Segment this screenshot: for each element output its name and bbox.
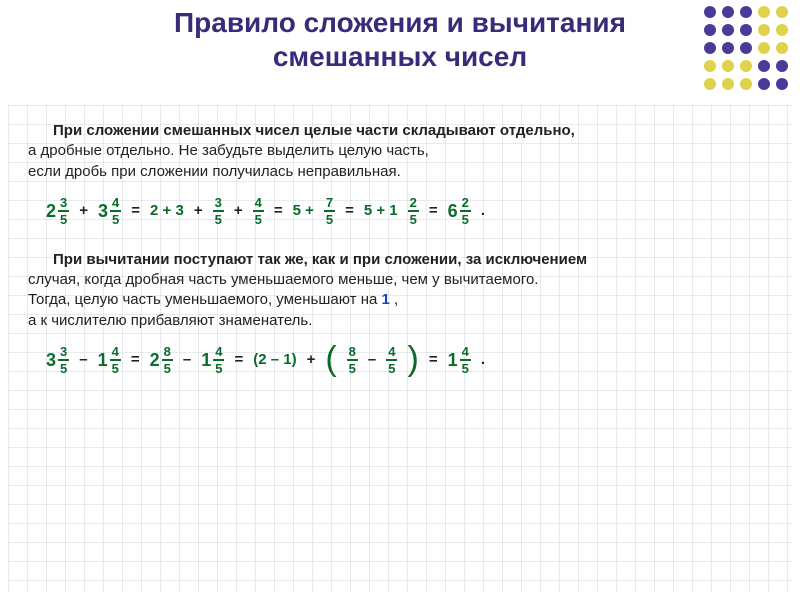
mixed-6-2-5: 6 25 [448, 196, 471, 226]
deco-dot [776, 78, 788, 90]
deco-dot [776, 24, 788, 36]
plus: + [234, 201, 243, 221]
equals: = [429, 350, 438, 370]
whole: 1 [201, 351, 211, 369]
deco-dot [758, 78, 770, 90]
frac-8-5: 85 [347, 345, 358, 375]
frac: 45 [110, 345, 121, 375]
frac-3-5: 35 [213, 196, 224, 226]
para2-line3b: , [390, 291, 398, 308]
deco-dot [740, 78, 752, 90]
frac-2-5: 25 [408, 196, 419, 226]
minus: – [183, 350, 191, 370]
mixed-1-4-5b: 1 45 [201, 345, 224, 375]
deco-dot [704, 24, 716, 36]
blue-one: 1 [382, 291, 390, 308]
plus: + [79, 201, 88, 221]
minus: – [79, 350, 87, 370]
equation-addition: 2 35 + 3 45 = 2 + 3 + 35 + 45 = 5 + 75 =… [46, 196, 772, 226]
para2-line4: а к числителю прибавляют знаменатель. [28, 312, 312, 329]
para2-line2: случая, когда дробная часть уменьшаемого… [28, 271, 538, 288]
mixed-2-3-5: 2 35 [46, 196, 69, 226]
step-2minus1: (2 – 1) [253, 350, 296, 370]
whole: 1 [98, 351, 108, 369]
whole: 2 [150, 351, 160, 369]
deco-dot [758, 24, 770, 36]
period: . [481, 350, 485, 370]
mixed-1-4-5-res: 1 45 [448, 345, 471, 375]
frac: 35 [58, 196, 69, 226]
whole: 6 [448, 202, 458, 220]
step-5plus1: 5 + 1 [364, 201, 398, 221]
title-line-2: смешанных чисел [273, 41, 527, 72]
deco-dot [740, 24, 752, 36]
deco-dot [704, 60, 716, 72]
frac-7-5: 75 [324, 196, 335, 226]
period: . [481, 201, 485, 221]
deco-dot [758, 60, 770, 72]
deco-dot [758, 42, 770, 54]
deco-dot [704, 6, 716, 18]
frac: 45 [460, 345, 471, 375]
whole: 2 [46, 202, 56, 220]
content-area: При сложении смешанных чисел целые части… [8, 105, 792, 592]
para1-bold: При сложении смешанных чисел целые части… [53, 122, 575, 139]
whole: 3 [98, 202, 108, 220]
deco-dot [740, 42, 752, 54]
frac: 35 [58, 345, 69, 375]
deco-dot [722, 78, 734, 90]
plus: + [307, 350, 316, 370]
corner-dots-deco [704, 6, 790, 92]
equals: = [429, 201, 438, 221]
paragraph-addition-rule: При сложении смешанных чисел целые части… [28, 121, 772, 182]
left-paren: ( [325, 348, 336, 372]
deco-dot [722, 6, 734, 18]
title-line-1: Правило сложения и вычитания [174, 7, 626, 38]
deco-dot [740, 6, 752, 18]
deco-dot [704, 78, 716, 90]
equals: = [131, 350, 140, 370]
deco-dot [704, 42, 716, 54]
step-5plus: 5 + [293, 201, 314, 221]
step-2plus3: 2 + 3 [150, 201, 184, 221]
mixed-1-4-5: 1 45 [98, 345, 121, 375]
deco-dot [722, 24, 734, 36]
deco-dot [776, 6, 788, 18]
whole: 1 [448, 351, 458, 369]
deco-dot [776, 42, 788, 54]
frac: 25 [460, 196, 471, 226]
para2-line3a: Тогда, целую часть уменьшаемого, уменьша… [28, 291, 382, 308]
mixed-2-8-5: 2 85 [150, 345, 173, 375]
equals: = [274, 201, 283, 221]
whole: 3 [46, 351, 56, 369]
frac: 45 [213, 345, 224, 375]
mixed-3-4-5: 3 45 [98, 196, 121, 226]
deco-dot [740, 60, 752, 72]
slide: Правило сложения и вычитания смешанных ч… [0, 0, 800, 600]
right-paren: ) [407, 348, 418, 372]
deco-dot [776, 60, 788, 72]
frac: 45 [110, 196, 121, 226]
para2-bold: При вычитании поступают так же, как и пр… [53, 251, 587, 268]
equals: = [345, 201, 354, 221]
slide-title: Правило сложения и вычитания смешанных ч… [0, 0, 800, 73]
plus: + [194, 201, 203, 221]
mixed-3-3-5: 3 35 [46, 345, 69, 375]
frac-4-5b: 45 [386, 345, 397, 375]
para1-line2: а дробные отдельно. Не забудьте выделить… [28, 142, 429, 159]
deco-dot [758, 6, 770, 18]
deco-dot [722, 42, 734, 54]
minus: – [368, 350, 376, 370]
equals: = [131, 201, 140, 221]
deco-dot [722, 60, 734, 72]
paragraph-subtraction-rule: При вычитании поступают так же, как и пр… [28, 250, 772, 331]
equals: = [234, 350, 243, 370]
frac-4-5: 45 [253, 196, 264, 226]
equation-subtraction: 3 35 – 1 45 = 2 85 – 1 45 = (2 – 1) + ( … [46, 345, 772, 375]
para1-line3: если дробь при сложении получилась непра… [28, 163, 401, 180]
frac: 85 [162, 345, 173, 375]
